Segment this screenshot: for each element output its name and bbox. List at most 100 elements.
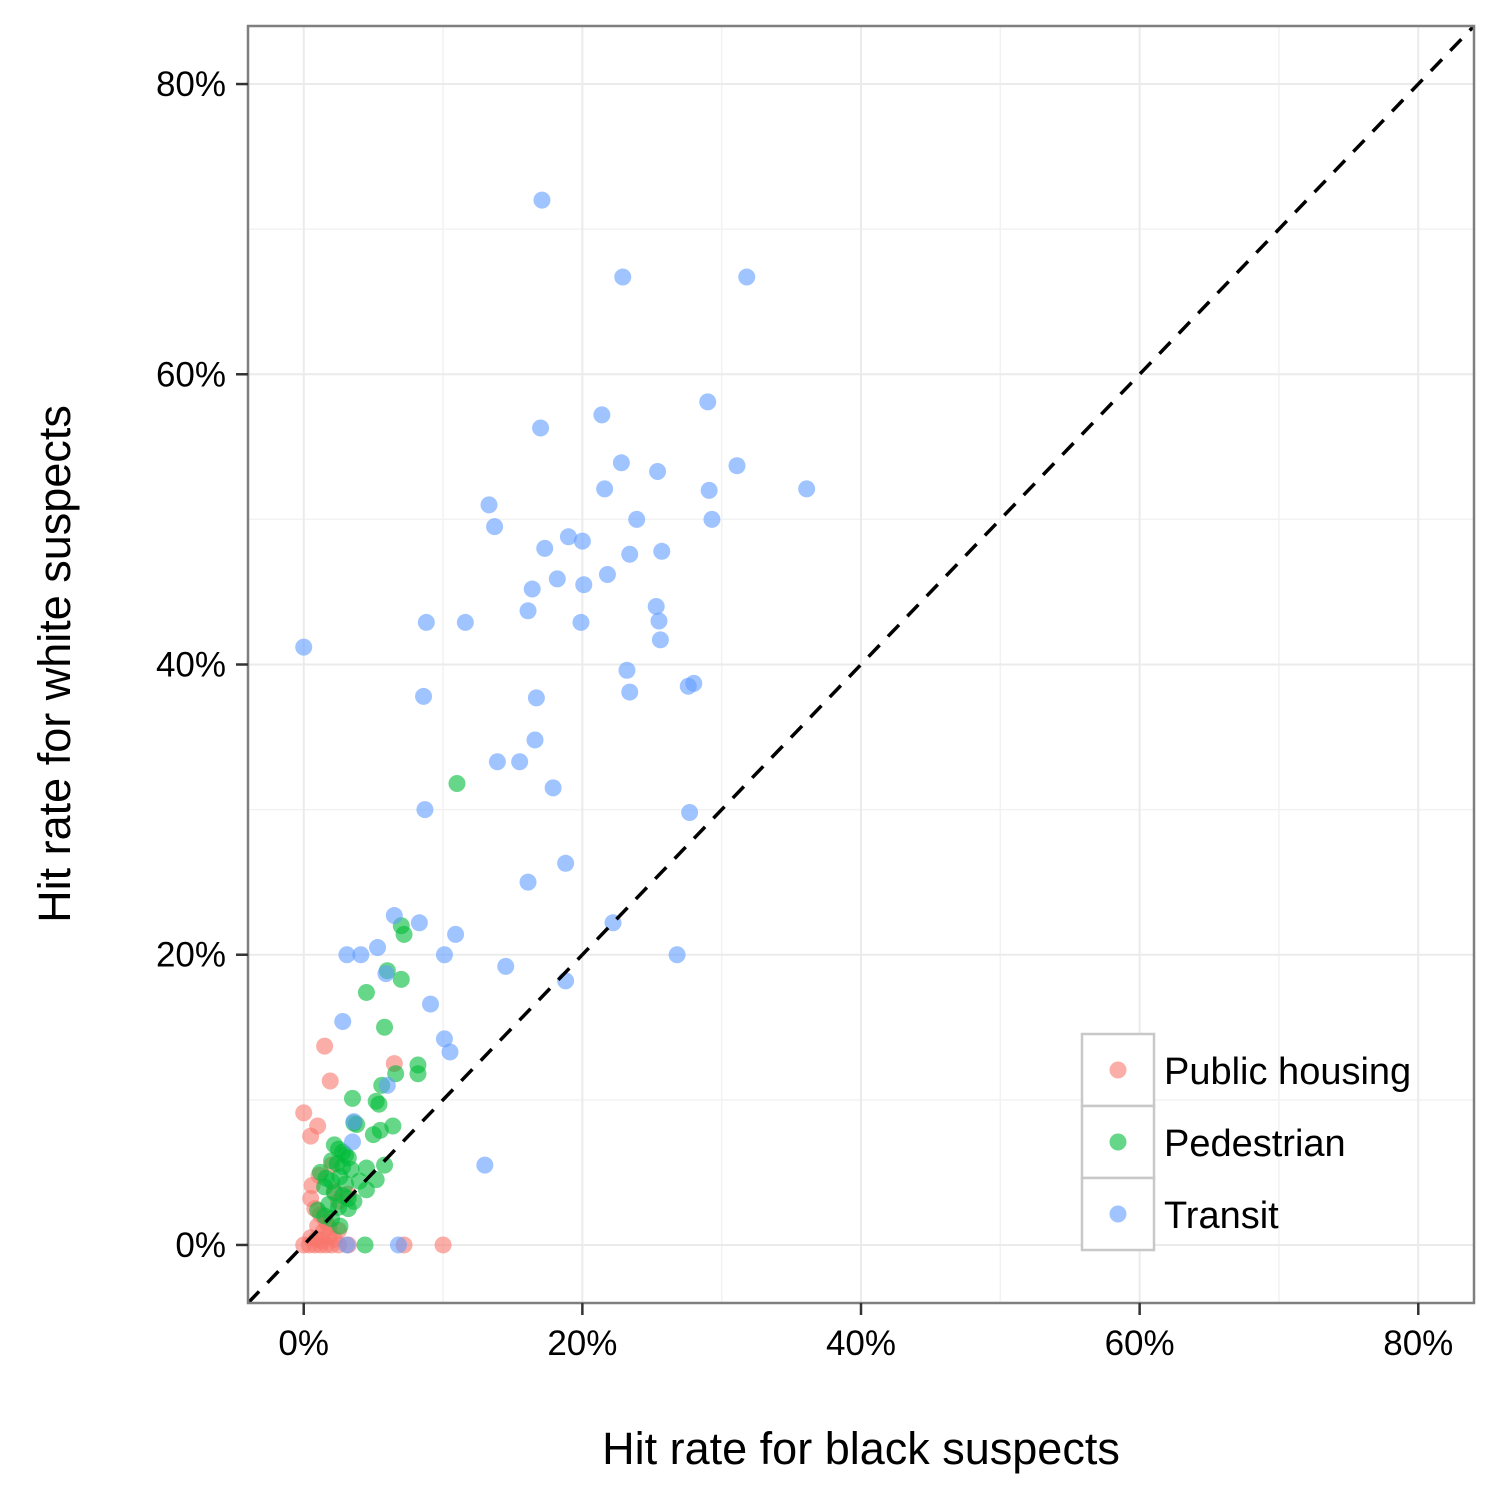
- point-transit: [559, 528, 577, 546]
- point-pedestrian: [376, 1018, 394, 1036]
- point-transit: [527, 689, 545, 707]
- y-tick-label: 20%: [156, 936, 226, 975]
- point-transit: [486, 518, 504, 536]
- point-pedestrian: [448, 774, 466, 792]
- point-transit: [544, 779, 562, 797]
- point-transit: [519, 602, 537, 620]
- point-pedestrian: [357, 1159, 375, 1177]
- point-transit: [532, 419, 550, 437]
- point-transit: [441, 1043, 459, 1061]
- point-transit: [649, 462, 667, 480]
- point-transit: [798, 480, 816, 498]
- y-axis: 0% 20% 40% 60% 80%: [156, 65, 248, 1265]
- point-pedestrian: [331, 1217, 349, 1235]
- point-transit: [548, 570, 566, 588]
- point-pedestrian: [357, 983, 375, 1001]
- point-transit: [738, 268, 756, 286]
- x-tick-label: 0%: [278, 1324, 329, 1363]
- point-transit: [668, 946, 686, 964]
- y-tick-label: 80%: [156, 65, 226, 104]
- point-public-housing: [316, 1037, 334, 1055]
- point-transit: [557, 854, 575, 872]
- point-transit: [435, 1030, 453, 1048]
- point-pedestrian: [357, 1181, 375, 1199]
- point-public-housing: [313, 1232, 331, 1250]
- point-transit: [651, 631, 669, 649]
- point-transit: [523, 580, 541, 598]
- point-transit: [703, 510, 721, 528]
- data-points: [295, 191, 816, 1254]
- point-transit: [345, 1113, 363, 1131]
- major-gridlines: [248, 26, 1474, 1303]
- point-transit: [536, 539, 554, 557]
- point-transit: [647, 597, 665, 615]
- point-pedestrian: [392, 970, 410, 988]
- point-transit: [415, 687, 433, 705]
- y-axis-title: Hit rate for white suspects: [29, 405, 80, 923]
- point-transit: [377, 965, 395, 983]
- point-public-housing: [295, 1104, 313, 1122]
- identity-reference-line: [246, 24, 1476, 1305]
- series-transit: [295, 191, 816, 1254]
- legend-marker-public-housing: [1109, 1061, 1127, 1079]
- point-transit: [476, 1156, 494, 1174]
- point-transit: [334, 1012, 352, 1030]
- point-transit: [700, 481, 718, 499]
- x-tick-label: 80%: [1383, 1324, 1453, 1363]
- point-transit: [621, 683, 639, 701]
- point-transit: [422, 995, 440, 1013]
- point-transit: [575, 576, 593, 594]
- point-transit: [533, 191, 551, 209]
- point-transit: [598, 566, 616, 584]
- point-transit: [416, 801, 434, 819]
- x-tick-label: 40%: [826, 1324, 896, 1363]
- x-tick-label: 20%: [547, 1324, 617, 1363]
- point-transit: [378, 1076, 396, 1094]
- point-pedestrian: [370, 1095, 388, 1113]
- point-transit: [338, 1236, 356, 1254]
- point-transit: [389, 1236, 407, 1254]
- point-transit: [628, 510, 646, 528]
- x-axis: 0% 20% 40% 60% 80%: [278, 1303, 1453, 1363]
- point-transit: [618, 661, 636, 679]
- legend: Public housing Pedestrian Transit: [1080, 1032, 1411, 1252]
- point-transit: [410, 914, 428, 932]
- point-transit: [417, 613, 435, 631]
- point-transit: [653, 542, 671, 560]
- legend-marker-transit: [1109, 1205, 1127, 1223]
- point-pedestrian: [395, 925, 413, 943]
- point-transit: [596, 480, 614, 498]
- point-transit: [621, 545, 639, 563]
- point-transit: [480, 496, 498, 514]
- point-transit: [681, 804, 699, 822]
- point-transit: [435, 946, 453, 964]
- y-tick-label: 40%: [156, 646, 226, 685]
- y-tick-label: 60%: [156, 355, 226, 394]
- point-transit: [614, 268, 632, 286]
- legend-label-public-housing: Public housing: [1164, 1051, 1411, 1093]
- x-axis-title: Hit rate for black suspects: [602, 1423, 1120, 1474]
- point-pedestrian: [356, 1236, 374, 1254]
- legend-label-transit: Transit: [1164, 1195, 1279, 1237]
- point-transit: [519, 873, 537, 891]
- point-transit: [511, 753, 529, 771]
- point-transit: [447, 925, 465, 943]
- point-transit: [699, 393, 717, 411]
- legend-marker-pedestrian: [1109, 1133, 1127, 1151]
- point-transit: [369, 938, 387, 956]
- point-public-housing: [309, 1117, 327, 1135]
- point-transit: [612, 454, 630, 472]
- point-public-housing: [321, 1072, 339, 1090]
- point-pedestrian: [376, 1156, 394, 1174]
- point-transit: [728, 457, 746, 475]
- point-pedestrian: [364, 1126, 382, 1144]
- point-transit: [650, 612, 668, 630]
- point-public-housing: [434, 1236, 452, 1254]
- point-transit: [593, 406, 611, 424]
- point-transit: [572, 613, 590, 631]
- point-transit: [685, 674, 703, 692]
- point-transit: [295, 638, 313, 656]
- point-transit: [338, 946, 356, 964]
- legend-label-pedestrian: Pedestrian: [1164, 1123, 1346, 1165]
